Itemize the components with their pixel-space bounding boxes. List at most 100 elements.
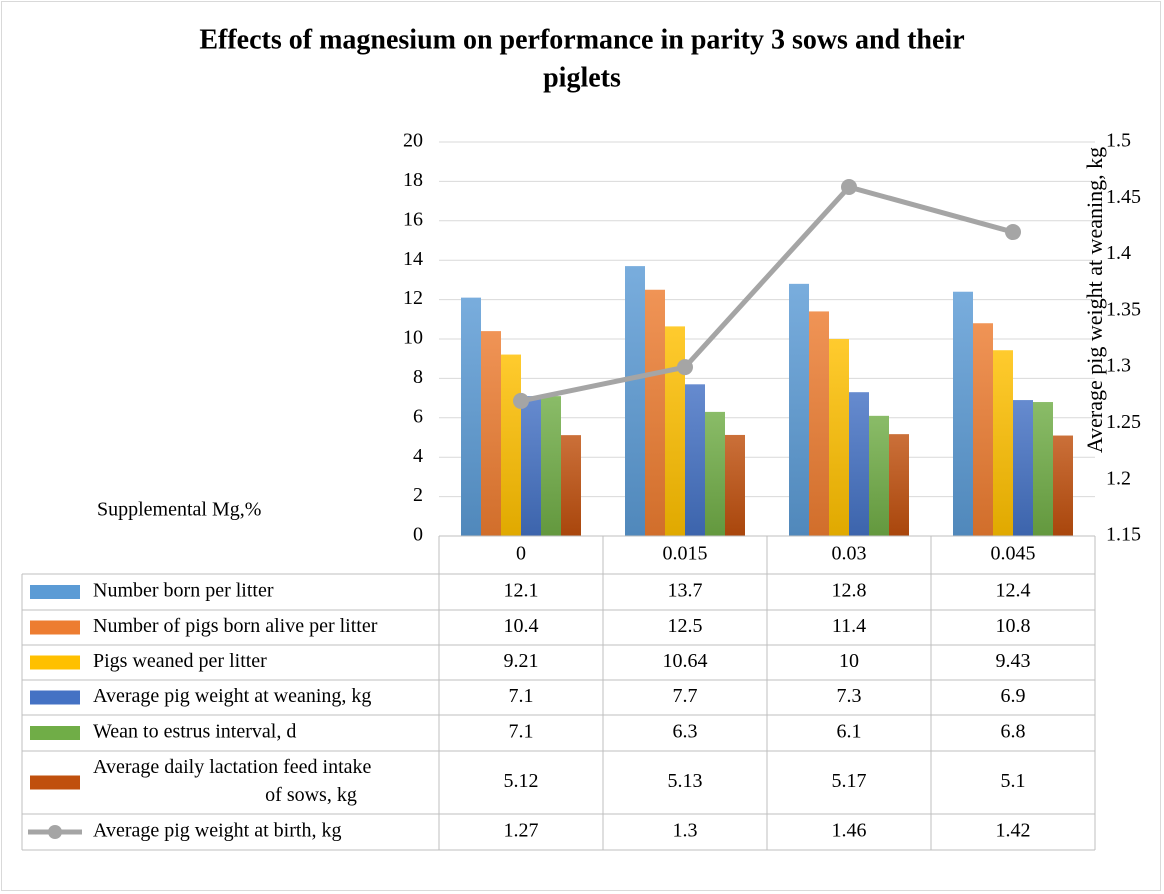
series-name: Pigs weaned per litter [93,650,267,672]
table-value: 6.9 [1001,685,1026,707]
y-tick-label: 14 [403,248,423,270]
bar [685,384,705,536]
legend-key [30,620,80,635]
line-point [1005,224,1021,241]
legend-key-marker [48,825,62,839]
table-value: 5.17 [832,770,867,792]
table-value: 6.8 [1001,721,1026,743]
bar [789,283,809,536]
y2-tick-label: 1.35 [1106,298,1141,320]
table-value: 1.46 [832,820,867,842]
bar [625,266,645,536]
legend-key [30,775,80,790]
line-series [520,184,1014,404]
category-label: 0.015 [663,543,708,565]
table-value: 6.1 [837,721,862,743]
y2-tick-label: 1.5 [1106,130,1131,152]
bar [889,434,909,536]
chart-title: Effects of magnesium on performance in p… [199,24,964,55]
series-name: of sows, kg [265,784,357,806]
line-point [841,179,857,196]
table-value: 1.42 [996,820,1031,842]
bar [809,311,829,536]
table-value: 12.5 [668,615,703,637]
legend-key [30,585,80,599]
bar [869,415,889,536]
bar [829,339,849,536]
y-tick-label: 10 [403,327,423,349]
bar [973,323,993,536]
table-value: 10.64 [663,650,708,672]
bar [1033,402,1053,536]
series-name: Average pig weight at birth, kg [93,820,341,842]
table-value: 10 [839,650,859,672]
category-label: 0.045 [991,543,1036,565]
table-value: 1.3 [673,820,698,842]
table-value: 7.7 [673,685,698,707]
bar [645,289,665,536]
series-name: Average pig weight at weaning, kg [93,685,371,707]
table-value: 7.3 [837,685,862,707]
bar [1013,400,1033,536]
table-value: 9.43 [996,650,1031,672]
bar [705,411,725,536]
bar [501,354,521,536]
y-tick-label: 0 [413,524,423,546]
y-tick-label: 16 [403,208,423,230]
bar [725,434,745,536]
series-name: Number born per litter [93,580,274,602]
bar [521,396,541,536]
bar [849,392,869,536]
line-point [513,392,529,409]
table-value: 12.1 [504,580,539,602]
legend-key [30,655,80,670]
line-point [677,359,693,376]
y2-tick-label: 1.25 [1106,411,1141,433]
y-tick-label: 2 [413,484,423,506]
x-axis-label: Supplemental Mg,% [97,499,261,521]
bar [541,396,561,536]
table-value: 13.7 [668,580,703,602]
table-value: 7.1 [509,685,534,707]
legend-key [30,726,80,740]
table-value: 5.1 [1001,770,1026,792]
bar [953,291,973,536]
table-value: 10.8 [996,615,1031,637]
bar [993,350,1013,536]
y2-tick-label: 1.2 [1106,467,1131,489]
y-tick-label: 6 [413,405,423,427]
y-tick-label: 20 [403,130,423,152]
y2-tick-label: 1.4 [1106,242,1131,264]
bar [461,297,481,536]
y2-tick-label: 1.15 [1106,524,1141,546]
table-value: 5.12 [504,770,539,792]
series-name: Average daily lactation feed intake [93,756,372,778]
series-name: Wean to estrus interval, d [93,721,296,743]
table-value: 11.4 [832,615,866,637]
table-value: 9.21 [504,650,539,672]
series-name: Number of pigs born alive per litter [93,615,378,637]
y-tick-label: 12 [403,287,423,309]
table-value: 6.3 [673,721,698,743]
category-label: 0.03 [832,543,867,565]
category-label: 0 [516,543,526,565]
table-value: 12.8 [832,580,867,602]
y-tick-label: 8 [413,366,423,388]
y2-axis-label: Average pig weight at weaning, kg [1082,147,1107,453]
table-value: 1.27 [504,820,539,842]
table-value: 5.13 [668,770,703,792]
table-value: 10.4 [504,615,539,637]
chart-title: piglets [543,62,621,93]
legend-key [30,690,80,705]
y2-tick-label: 1.3 [1106,355,1131,377]
bar [481,331,501,536]
bar [665,326,685,536]
y2-tick-label: 1.45 [1106,186,1141,208]
bar [1053,435,1073,536]
table-value: 7.1 [509,721,534,743]
table-value: 12.4 [996,580,1031,602]
y-tick-label: 18 [403,169,423,191]
y-tick-label: 4 [413,445,423,467]
